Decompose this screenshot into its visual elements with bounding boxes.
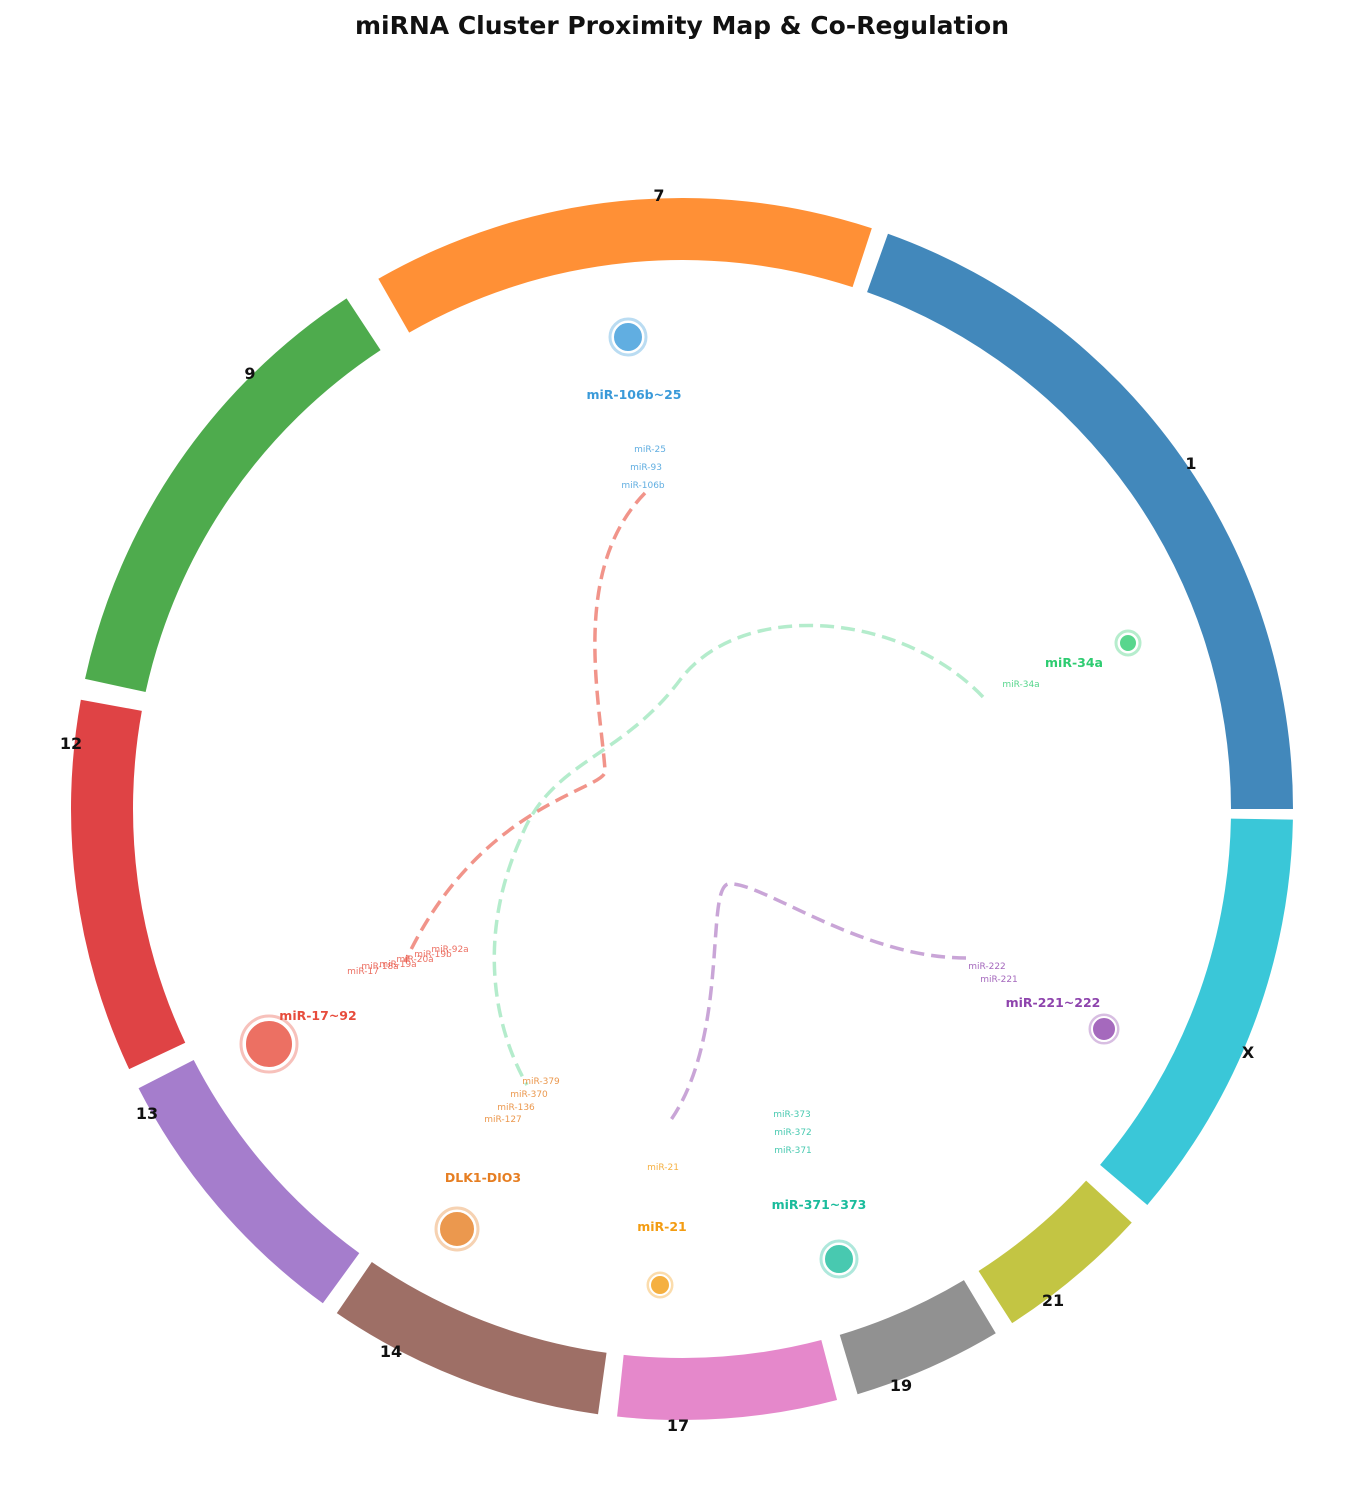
- cluster-label-mir221: miR-221~222: [1006, 995, 1101, 1010]
- mirna-label-mir-25: miR-25: [634, 445, 666, 455]
- chromosome-label-9: 9: [244, 364, 255, 383]
- chromosome-segment-19: [839, 1280, 996, 1395]
- chromosome-label-17: 17: [667, 1416, 689, 1435]
- node-halo-mir21: [646, 1271, 674, 1299]
- cluster-label-mir371: miR-371~373: [772, 1197, 867, 1212]
- mirna-label-mir-19b: miR-19b: [414, 950, 452, 960]
- node-mir221[interactable]: [1091, 1016, 1117, 1042]
- mirna-label-mir-136: miR-136: [497, 1103, 535, 1113]
- mirna-label-mir-222: miR-222: [968, 962, 1006, 972]
- chromosome-label-x: X: [1242, 1043, 1255, 1062]
- mirna-label-mir-127: miR-127: [484, 1115, 522, 1125]
- link-mir34a-to-dlk1: [492, 623, 985, 1086]
- node-halo-mir106b: [608, 317, 648, 357]
- node-mir21[interactable]: [649, 1274, 671, 1296]
- node-halo-mir34a: [1114, 629, 1142, 657]
- mirna-label-mir-18a: miR-18a: [361, 962, 398, 972]
- mirna-label-mir-370: miR-370: [510, 1090, 548, 1100]
- chromosome-label-19: 19: [890, 1376, 912, 1395]
- cluster-label-dlk1: DLK1-DIO3: [445, 1170, 521, 1185]
- chromosome-segment-x: [1100, 818, 1293, 1205]
- link-mir221-to-mir21: [666, 882, 967, 1126]
- mirna-label-mir-371: miR-371: [774, 1146, 812, 1156]
- chromosome-label-13: 13: [136, 1104, 158, 1123]
- cluster-label-mir17: miR-17~92: [279, 1008, 356, 1023]
- mirna-labels: miR-25 miR-93 miR-106b miR-34a miR-222 m…: [347, 445, 1040, 1173]
- co-regulation-links: [403, 491, 985, 1126]
- chromosome-segment-17: [617, 1340, 838, 1421]
- cluster-label-mir34a: miR-34a: [1045, 655, 1103, 670]
- chromosome-segment-12: [71, 699, 186, 1070]
- node-mir34a[interactable]: [1118, 633, 1138, 653]
- mirna-label-mir-373: miR-373: [773, 1110, 811, 1120]
- chromosome-segment-7: [378, 197, 872, 333]
- link-mir106b-to-mir17: [403, 491, 647, 963]
- chromosome-ring: [71, 197, 1293, 1421]
- cluster-label-mir21: miR-21: [637, 1219, 687, 1234]
- mirna-label-mir-92a: miR-92a: [431, 945, 468, 955]
- chromosome-labels: 1 X 21 19 17 14 13 12 9 7: [60, 186, 1255, 1435]
- chromosome-segment-1: [867, 233, 1293, 809]
- cluster-label-mir106b: miR-106b~25: [586, 387, 681, 402]
- mirna-label-mir-19a: miR-19a: [379, 960, 416, 970]
- chart-title: miRNA Cluster Proximity Map & Co-Regulat…: [355, 11, 1009, 40]
- node-halo-mir221: [1088, 1013, 1120, 1045]
- chromosome-segment-14: [336, 1261, 607, 1415]
- mirna-label-mir-106b: miR-106b: [621, 481, 665, 491]
- cluster-labels: miR-106b~25 miR-34a miR-221~222 miR-371~…: [279, 387, 1103, 1234]
- chromosome-label-21: 21: [1042, 1291, 1064, 1310]
- node-dlk1[interactable]: [438, 1210, 476, 1248]
- chromosome-label-14: 14: [380, 1342, 402, 1361]
- node-mir371[interactable]: [823, 1243, 855, 1275]
- mirna-label-mir-20a: miR-20a: [396, 955, 433, 965]
- mirna-label-mir-93: miR-93: [630, 463, 662, 473]
- chromosome-label-12: 12: [60, 734, 82, 753]
- cluster-nodes: [239, 317, 1142, 1299]
- chromosome-label-7: 7: [653, 186, 664, 205]
- mirna-label-mir-379: miR-379: [522, 1077, 560, 1087]
- mirna-label-mir-34a: miR-34a: [1002, 680, 1039, 690]
- mirna-label-mir-21: miR-21: [647, 1163, 679, 1173]
- node-mir17[interactable]: [244, 1019, 294, 1069]
- mirna-label-mir-221: miR-221: [980, 975, 1018, 985]
- chromosome-segment-9: [85, 298, 381, 693]
- chromosome-segment-13: [138, 1059, 360, 1304]
- node-halo-mir17: [239, 1014, 299, 1074]
- node-mir106b[interactable]: [612, 321, 644, 353]
- mirna-label-mir-17: miR-17: [347, 967, 379, 977]
- node-halo-mir371: [819, 1239, 859, 1279]
- mirna-label-mir-372: miR-372: [774, 1128, 812, 1138]
- chromosome-segment-21: [978, 1180, 1132, 1324]
- node-halo-dlk1: [434, 1206, 480, 1252]
- chromosome-label-1: 1: [1185, 454, 1196, 473]
